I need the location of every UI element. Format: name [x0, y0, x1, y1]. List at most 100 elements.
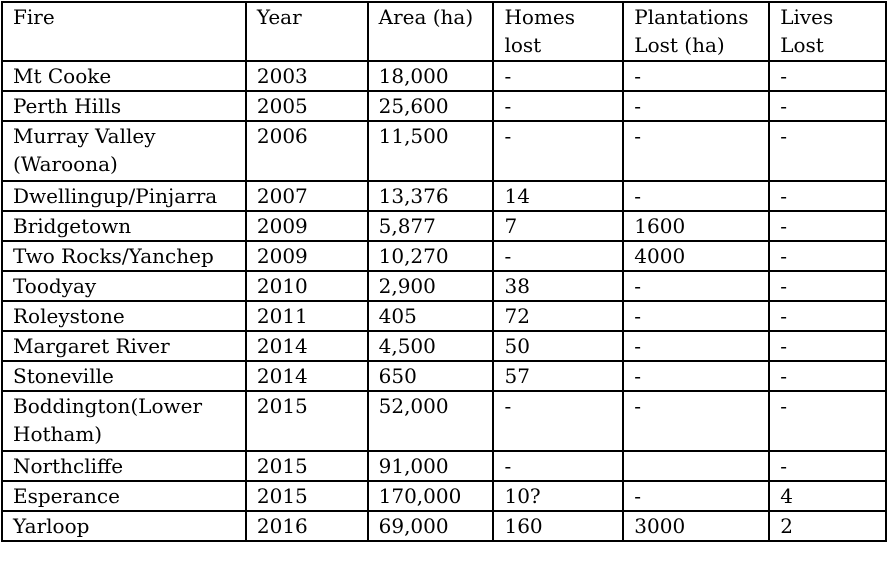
area-cell: 11,500 — [366, 120, 495, 182]
year-cell: 2003 — [244, 60, 369, 92]
lives-lost-cell: - — [768, 270, 887, 302]
homes-lost-cell: - — [492, 450, 625, 482]
homes-lost-cell: - — [492, 390, 625, 452]
year-cell: 2014 — [244, 330, 369, 362]
plantations-lost-cell: 1600 — [622, 210, 771, 242]
fire-name-cell: Esperance — [1, 480, 247, 512]
table-row: Margaret River 2014 4,500 50 - - — [1, 330, 887, 362]
homes-lost-cell: 72 — [492, 300, 625, 332]
lives-lost-cell: - — [768, 300, 887, 332]
fire-name-cell: Margaret River — [1, 330, 247, 362]
homes-lost-cell: 160 — [492, 510, 625, 542]
plantations-lost-cell: - — [622, 120, 771, 182]
table-row: Perth Hills 2005 25,600 - - - — [1, 90, 887, 122]
plantations-lost-cell: - — [622, 390, 771, 452]
area-cell: 18,000 — [366, 60, 495, 92]
year-cell: 2015 — [244, 450, 369, 482]
header-year: Year — [244, 1, 369, 62]
plantations-lost-cell: - — [622, 360, 771, 392]
area-cell: 650 — [366, 360, 495, 392]
plantations-lost-cell: 3000 — [622, 510, 771, 542]
area-cell: 25,600 — [366, 90, 495, 122]
lives-lost-cell: - — [768, 90, 887, 122]
table-row: Toodyay 2010 2,900 38 - - — [1, 270, 887, 302]
homes-lost-cell: 38 — [492, 270, 625, 302]
homes-lost-cell: - — [492, 60, 625, 92]
header-area: Area (ha) — [366, 1, 495, 62]
area-cell: 2,900 — [366, 270, 495, 302]
lives-lost-cell: - — [768, 450, 887, 482]
fire-name-cell: Boddington(Lower Hotham) — [1, 390, 247, 452]
header-plantations-lost: Plantations Lost (ha) — [622, 1, 771, 62]
fire-name-cell: Yarloop — [1, 510, 247, 542]
lives-lost-cell: - — [768, 120, 887, 182]
plantations-lost-cell: - — [622, 180, 771, 212]
homes-lost-cell: 50 — [492, 330, 625, 362]
lives-lost-cell: - — [768, 180, 887, 212]
homes-lost-cell: 7 — [492, 210, 625, 242]
plantations-lost-cell: - — [622, 60, 771, 92]
fires-table: Fire Year Area (ha) Homes lost Plantatio… — [1, 1, 887, 542]
plantations-lost-cell: - — [622, 480, 771, 512]
year-cell: 2016 — [244, 510, 369, 542]
lives-lost-cell: - — [768, 60, 887, 92]
plantations-lost-cell: - — [622, 270, 771, 302]
header-fire: Fire — [1, 1, 247, 62]
year-cell: 2010 — [244, 270, 369, 302]
area-cell: 5,877 — [366, 210, 495, 242]
table-row: Yarloop 2016 69,000 160 3000 2 — [1, 510, 887, 542]
area-cell: 52,000 — [366, 390, 495, 452]
lives-lost-cell: - — [768, 330, 887, 362]
area-cell: 91,000 — [366, 450, 495, 482]
year-cell: 2007 — [244, 180, 369, 212]
fire-name-cell: Bridgetown — [1, 210, 247, 242]
table-row: Mt Cooke 2003 18,000 - - - — [1, 60, 887, 92]
year-cell: 2009 — [244, 210, 369, 242]
year-cell: 2006 — [244, 120, 369, 182]
table-row: Northcliffe 2015 91,000 - - — [1, 450, 887, 482]
fire-name-cell: Dwellingup/Pinjarra — [1, 180, 247, 212]
lives-lost-cell: 4 — [768, 480, 887, 512]
table-row: Stoneville 2014 650 57 - - — [1, 360, 887, 392]
fire-name-cell: Mt Cooke — [1, 60, 247, 92]
table-row: Murray Valley (Waroona) 2006 11,500 - - … — [1, 120, 887, 182]
fire-name-cell: Stoneville — [1, 360, 247, 392]
table-row: Esperance 2015 170,000 10? - 4 — [1, 480, 887, 512]
plantations-lost-cell: - — [622, 300, 771, 332]
plantations-lost-cell — [622, 450, 771, 482]
plantations-lost-cell: - — [622, 330, 771, 362]
year-cell: 2011 — [244, 300, 369, 332]
lives-lost-cell: - — [768, 210, 887, 242]
lives-lost-cell: - — [768, 390, 887, 452]
fire-name-cell: Toodyay — [1, 270, 247, 302]
area-cell: 4,500 — [366, 330, 495, 362]
area-cell: 170,000 — [366, 480, 495, 512]
fire-name-cell: Northcliffe — [1, 450, 247, 482]
year-cell: 2015 — [244, 480, 369, 512]
year-cell: 2009 — [244, 240, 369, 272]
homes-lost-cell: - — [492, 240, 625, 272]
fire-name-cell: Perth Hills — [1, 90, 247, 122]
lives-lost-cell: - — [768, 360, 887, 392]
area-cell: 69,000 — [366, 510, 495, 542]
table-row: Roleystone 2011 405 72 - - — [1, 300, 887, 332]
header-homes-lost: Homes lost — [492, 1, 625, 62]
area-cell: 13,376 — [366, 180, 495, 212]
fire-name-cell: Roleystone — [1, 300, 247, 332]
homes-lost-cell: - — [492, 90, 625, 122]
table-row: Dwellingup/Pinjarra 2007 13,376 14 - - — [1, 180, 887, 212]
area-cell: 10,270 — [366, 240, 495, 272]
homes-lost-cell: - — [492, 120, 625, 182]
plantations-lost-cell: 4000 — [622, 240, 771, 272]
plantations-lost-cell: - — [622, 90, 771, 122]
year-cell: 2014 — [244, 360, 369, 392]
homes-lost-cell: 14 — [492, 180, 625, 212]
fire-name-cell: Two Rocks/Yanchep — [1, 240, 247, 272]
area-cell: 405 — [366, 300, 495, 332]
header-lives-lost: Lives Lost — [768, 1, 887, 62]
homes-lost-cell: 10? — [492, 480, 625, 512]
header-row: Fire Year Area (ha) Homes lost Plantatio… — [1, 1, 887, 62]
table-row: Two Rocks/Yanchep 2009 10,270 - 4000 - — [1, 240, 887, 272]
fire-name-cell: Murray Valley (Waroona) — [1, 120, 247, 182]
table-row: Bridgetown 2009 5,877 7 1600 - — [1, 210, 887, 242]
